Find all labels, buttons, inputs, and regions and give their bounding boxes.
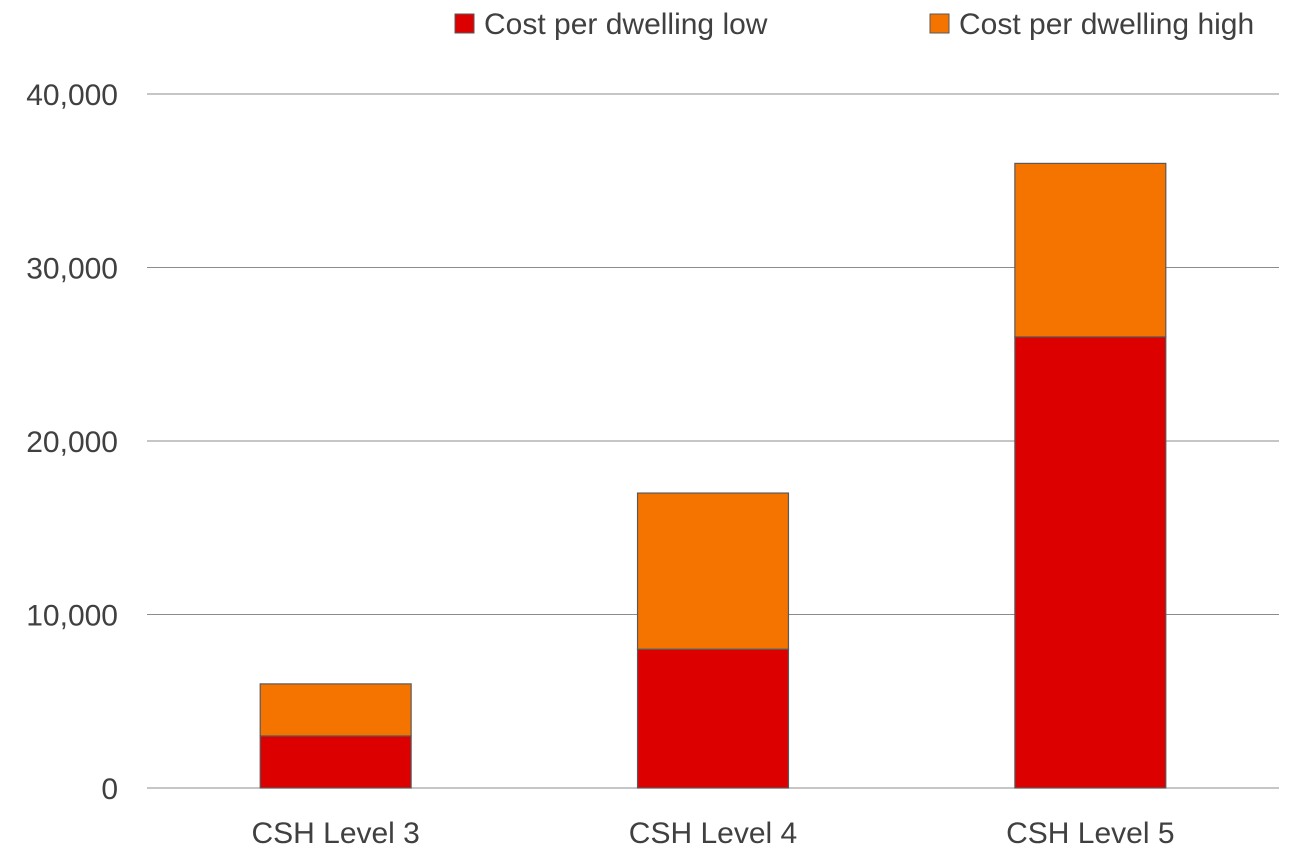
legend-label: Cost per dwelling low [484,8,768,41]
y-tick-label: 40,000 [26,79,118,112]
legend-swatch-high [929,13,950,34]
y-tick-label: 20,000 [26,426,118,459]
x-category-label: CSH Level 5 [1006,817,1174,850]
x-category-label: CSH Level 4 [629,817,797,850]
bar-low-1 [259,735,412,789]
bar-low-2 [636,648,790,789]
legend: Cost per dwelling low Cost per dwelling h… [454,8,1254,41]
y-tick-label: 10,000 [26,600,118,633]
bar-low-3 [1014,336,1167,789]
y-axis-tick-labels: 0 10,000 20,000 30,000 40,000 [26,79,118,806]
y-tick-label: 0 [101,773,118,806]
legend-label: Cost per dwelling high [959,8,1254,41]
y-tick-label: 30,000 [26,253,118,286]
legend-swatch-low [454,13,475,34]
bar-high-2 [636,492,790,650]
bar-high-1 [259,683,412,737]
x-axis-category-labels: CSH Level 3 CSH Level 4 CSH Level 5 [251,817,1174,850]
bar-high-3 [1014,162,1167,338]
x-category-label: CSH Level 3 [251,817,419,850]
bars [259,162,1167,789]
